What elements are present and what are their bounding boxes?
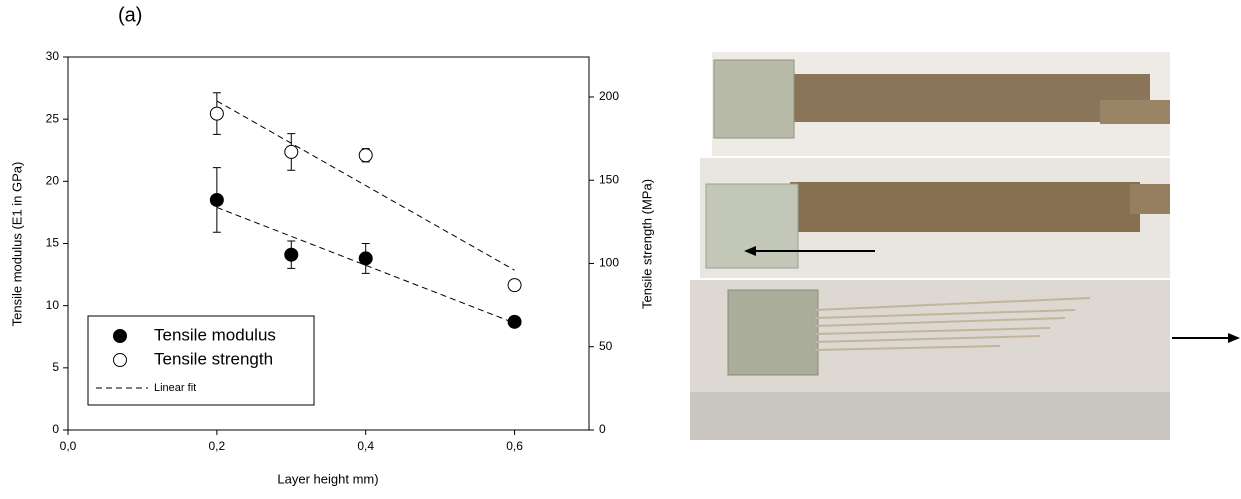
- y2-tick-label: 200: [599, 89, 619, 103]
- panel-label: (a): [118, 4, 142, 26]
- y2-tick-label: 100: [599, 256, 619, 270]
- fit-line: [216, 206, 515, 324]
- point: [358, 148, 373, 163]
- legend-label: Tensile strength: [154, 349, 273, 368]
- point: [358, 251, 373, 266]
- fit-line: [216, 100, 515, 271]
- point: [284, 247, 299, 262]
- legend-label: Linear fit: [154, 382, 196, 394]
- x-tick-label: 0,4: [357, 439, 374, 453]
- y-tick-label: 25: [46, 111, 60, 125]
- x-tick-label: 0,6: [506, 439, 523, 453]
- photo: [690, 52, 1240, 440]
- y2-tick-label: 150: [599, 172, 619, 186]
- y-tick-label: 10: [46, 298, 60, 312]
- y-tick-label: 20: [46, 174, 60, 188]
- legend-label: Tensile modulus: [154, 325, 276, 344]
- x-tick-label: 0,0: [60, 439, 77, 453]
- point: [507, 278, 522, 293]
- y-tick-label: 15: [46, 236, 60, 250]
- x-tick-label: 0,2: [209, 439, 226, 453]
- y2-tick-label: 0: [599, 422, 606, 436]
- point: [209, 192, 224, 207]
- point: [209, 106, 224, 121]
- legend-marker: [113, 353, 127, 367]
- y2-axis-label: Tensile strength (MPa): [639, 179, 654, 309]
- point: [284, 144, 299, 159]
- y2-tick-label: 50: [599, 339, 613, 353]
- y-tick-label: 5: [52, 360, 59, 374]
- y-axis-label: Tensile modulus (E1 in GPa): [9, 162, 24, 327]
- y-tick-label: 30: [46, 49, 60, 63]
- x-axis-label: Layer height mm): [277, 471, 378, 486]
- point: [507, 314, 522, 329]
- legend-marker: [113, 329, 127, 343]
- y-tick-label: 0: [52, 422, 59, 436]
